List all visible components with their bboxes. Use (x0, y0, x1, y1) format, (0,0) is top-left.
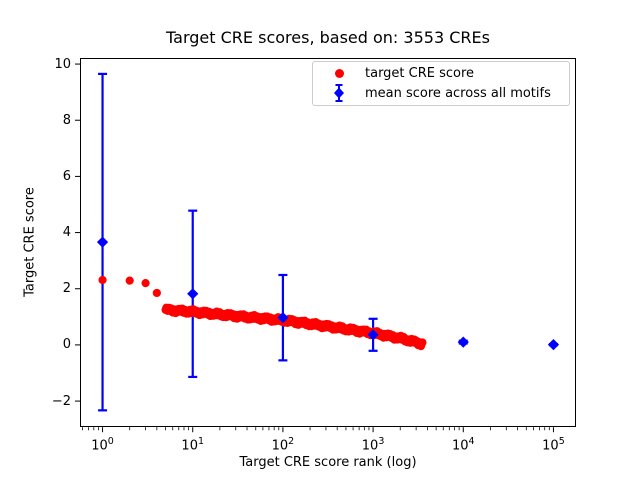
y-tick-label: 10 (54, 56, 71, 72)
y-axis-label: Target CRE score (22, 187, 38, 297)
plot-area (80, 57, 576, 428)
y-tick-label: −2 (51, 393, 71, 409)
legend-row-target: target CRE score (313, 64, 569, 83)
red-circle-icon (313, 69, 365, 78)
chart-title: Target CRE scores, based on: 3553 CREs (166, 28, 490, 47)
x-tick-label: 104 (451, 436, 475, 454)
y-tick-label: 2 (62, 281, 71, 297)
x-tick-label: 100 (91, 436, 114, 454)
x-tick-label: 103 (361, 436, 385, 454)
x-tick-label: 105 (542, 436, 565, 454)
legend-row-mean: mean score across all motifs (313, 83, 569, 103)
mean-diamond-markers (96, 236, 560, 351)
legend-label-target: target CRE score (365, 66, 475, 81)
y-tick-label: 8 (62, 112, 71, 128)
legend-label-mean: mean score across all motifs (365, 85, 551, 101)
mean-errorbars (98, 72, 558, 412)
x-axis-label: Target CRE score rank (log) (239, 455, 417, 470)
x-tick-label: 102 (271, 436, 295, 454)
y-tick-label: 6 (62, 168, 71, 184)
target-score-points (98, 275, 427, 351)
x-tick-label: 101 (181, 436, 205, 454)
legend: target CRE score mean score across all m… (312, 61, 570, 106)
y-tick-label: 4 (62, 225, 71, 241)
y-tick-label: 0 (62, 337, 71, 353)
blue-diamond-errorbar-icon (313, 83, 365, 103)
axis-ticks (75, 63, 554, 433)
